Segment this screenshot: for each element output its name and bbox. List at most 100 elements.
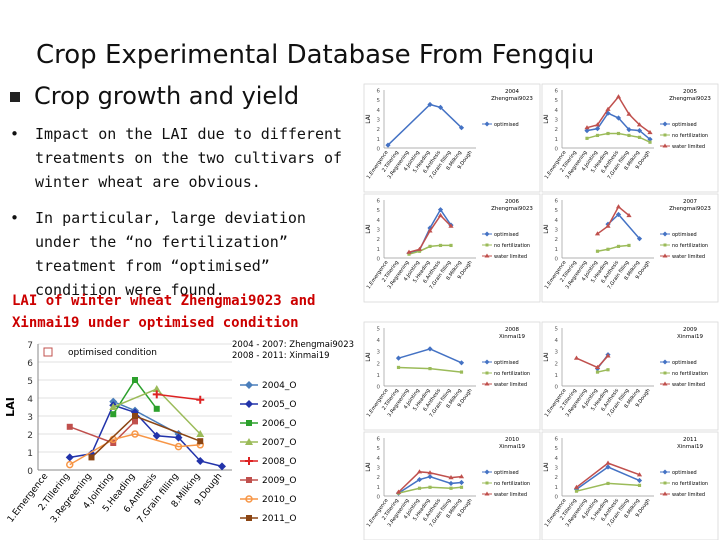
data-point-1-4 [428,367,432,371]
y-tick-label: 2 [555,127,559,133]
data-point-0-6 [626,127,632,133]
data-point-1-6 [627,133,631,138]
y-tick-label: 3 [555,466,559,472]
mini-title-year: 2008 [505,327,519,333]
y-tick-label: 3 [555,228,559,234]
mini-title-year: 2007 [683,199,697,205]
y-axis-label: LAI [365,352,372,362]
mini-title-year: 2005 [683,89,697,95]
mini-title-cultivar: Xinmai19 [677,444,704,450]
y-tick-label: 3 [27,413,33,423]
data-point-0-0 [385,142,391,148]
data-point-1-1 [65,453,74,462]
data-point-2-4 [427,470,433,475]
chart-2006: 0123456LAI1.Emergence2.Tillering3.Regree… [363,193,541,303]
data-point-1-1 [396,365,401,370]
main-lai-chart: 01234567LAI1.Emergence2.Tillering3.Regre… [0,336,354,540]
legend-label-7: 2011_O [262,514,297,524]
mini-legend-marker-0 [484,359,490,365]
data-point-1-5 [616,244,621,248]
y-axis-label: LAI [365,224,372,234]
y-tick-label: 7 [27,341,33,351]
data-point-1-3 [417,486,422,490]
mini-legend-label-1: no fertilization [494,371,530,377]
chart-2011: 0123456LAI1.Emergence2.Tillering3.Regree… [541,431,719,540]
data-point-2-5 [615,94,622,99]
mini-legend-marker-1 [485,371,489,375]
square-bullet-icon [10,92,20,102]
bullet-1-text: Impact on the LAI due to different treat… [35,125,343,191]
data-point-2-4 [427,228,433,233]
y-tick-label: 0 [555,385,559,391]
mini-chart-bg [363,83,541,193]
y-tick-label: 4 [377,108,381,114]
mini-title-cultivar: Zhengmai9023 [669,206,711,212]
mini-legend-marker-1 [663,133,667,137]
data-point-2-5 [615,204,622,209]
data-point-6-1 [66,460,74,469]
data-point-2-4 [605,460,611,465]
data-point-2-4 [605,223,611,228]
y-tick-label: 1 [377,247,381,253]
mini-title-cultivar: Zhengmai9023 [491,206,533,212]
data-point-0-7 [458,360,465,366]
data-point-7-2 [88,454,95,461]
data-point-1-7 [459,485,464,489]
data-point-1-6 [174,433,183,442]
data-point-1-7 [637,135,642,139]
y-tick-label: 1 [555,485,559,491]
mini-title-cultivar: Xinmai19 [499,334,526,340]
data-point-0-4 [427,101,433,108]
y-tick-label: 4 [555,108,559,114]
slide-subtitle: Crop growth and yield [10,82,299,110]
y-tick-label: 3 [377,228,381,234]
data-point-0-3 [594,126,601,132]
data-point-2-4 [605,353,611,358]
y-tick-label: 3 [377,350,381,356]
y-tick-label: 5 [377,98,381,104]
data-point-6-4 [131,430,139,438]
legend-label-4: 2008_O [262,457,297,467]
series-line-1 [597,369,609,373]
data-point-0-2 [584,128,590,134]
y-tick-label: 1 [555,247,559,253]
mini-title-year: 2004 [505,89,519,95]
data-point-2-6 [626,212,632,218]
mini-chart-bg [363,193,541,303]
mini-legend-label-1: no fertilization [672,371,708,377]
data-point-0-7 [636,477,643,484]
annotation-optimised: optimised condition [68,348,157,358]
data-point-0-5 [615,115,622,121]
y-axis-label: LAI [543,114,550,124]
data-point-1-6 [627,243,631,248]
mini-legend-marker-2 [484,491,490,496]
data-point-0-5 [437,207,444,213]
subtitle-text: Crop growth and yield [34,82,300,110]
chart-2007: 0123456LAI1.Emergence2.Tillering3.Regree… [541,193,719,303]
data-point-0-5 [615,211,622,218]
data-point-1-2 [407,252,411,256]
data-point-1-4 [606,131,610,136]
data-point-0-7 [636,128,643,134]
data-point-0-7 [458,125,465,131]
y-tick-label: 4 [377,218,381,224]
chart-2009: 012345LAI1.Emergence2.Tillering3.Regreen… [541,321,719,431]
mini-legend-label-0: optimised [494,122,519,128]
mini-legend-label-0: optimised [494,232,519,238]
annotation-years-2: 2008 - 2011: Xinmai19 [232,351,330,361]
y-tick-label: 0 [377,257,381,263]
y-axis-label: LAI [4,397,17,417]
mini-legend-marker-2 [662,143,668,148]
data-point-2-2 [406,249,412,254]
data-point-1-6 [449,243,453,248]
data-point-7-7 [197,438,204,445]
data-point-0-7 [636,236,643,242]
y-tick-label: 6 [555,199,559,205]
y-tick-label: 6 [555,437,559,443]
y-tick-label: 1 [377,373,381,379]
mini-legend-label-1: no fertilization [494,481,530,487]
y-tick-label: 6 [555,89,559,95]
data-point-1-1 [574,489,579,493]
mini-legend-marker-1 [663,371,667,375]
data-point-2-1 [395,489,402,494]
